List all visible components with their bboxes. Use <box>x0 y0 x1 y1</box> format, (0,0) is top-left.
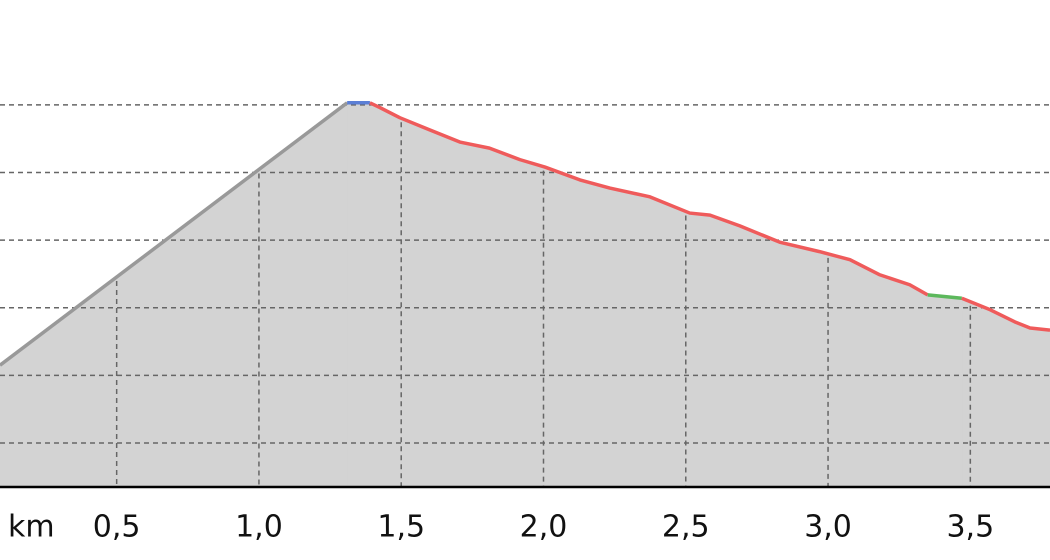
x-tick-label: 2,0 <box>520 510 568 545</box>
profile-line <box>961 296 1050 332</box>
x-tick-label: 3,5 <box>946 510 994 545</box>
x-tick-label: 3,0 <box>804 510 852 545</box>
profile-line <box>369 101 929 297</box>
profile-line <box>927 293 962 301</box>
x-tick-label: 1,5 <box>377 510 425 545</box>
area-fill <box>0 101 348 488</box>
area-fill <box>369 102 929 488</box>
area-fill <box>927 294 963 488</box>
x-axis-label: km <box>8 510 55 545</box>
area-fill <box>961 297 1050 488</box>
x-tick-label: 1,0 <box>235 510 283 545</box>
x-tick-label: 0,5 <box>93 510 141 545</box>
x-tick-label: 2,5 <box>662 510 710 545</box>
profile-line <box>0 101 349 367</box>
area-fill <box>346 102 371 488</box>
